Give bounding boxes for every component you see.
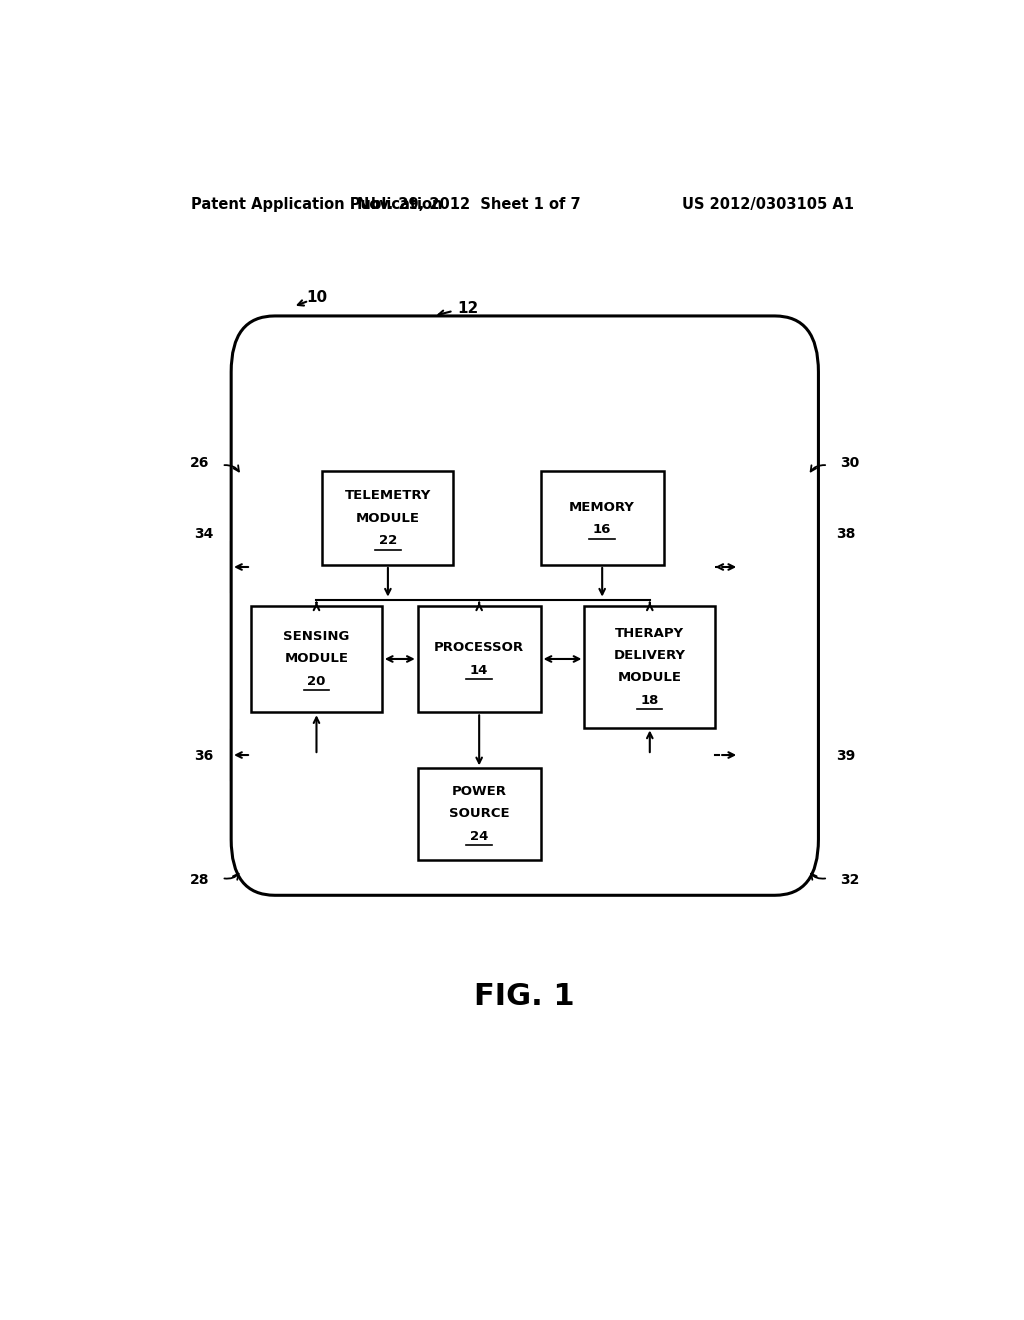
- FancyBboxPatch shape: [231, 315, 818, 895]
- Bar: [541, 471, 664, 565]
- Bar: [231, 730, 251, 780]
- Text: US 2012/0303105 A1: US 2012/0303105 A1: [682, 197, 854, 211]
- Bar: [231, 541, 251, 593]
- Text: 34: 34: [195, 528, 214, 541]
- Text: Nov. 29, 2012  Sheet 1 of 7: Nov. 29, 2012 Sheet 1 of 7: [357, 197, 581, 211]
- Bar: [323, 471, 454, 565]
- Text: SENSING: SENSING: [284, 630, 349, 643]
- Text: 16: 16: [593, 523, 611, 536]
- Text: 32: 32: [840, 873, 859, 887]
- Bar: [719, 541, 739, 593]
- Text: THERAPY: THERAPY: [615, 627, 684, 640]
- Text: MODULE: MODULE: [285, 652, 348, 665]
- Text: 36: 36: [195, 748, 214, 763]
- Text: 12: 12: [458, 301, 478, 317]
- Bar: [251, 606, 382, 713]
- Bar: [418, 606, 541, 713]
- Text: SOURCE: SOURCE: [449, 808, 510, 821]
- Text: TELEMETRY: TELEMETRY: [345, 490, 431, 503]
- Text: MODULE: MODULE: [356, 512, 420, 525]
- Text: 24: 24: [470, 830, 488, 843]
- Text: MEMORY: MEMORY: [569, 500, 635, 513]
- Text: 14: 14: [470, 664, 488, 677]
- Text: 38: 38: [836, 528, 855, 541]
- Text: FIG. 1: FIG. 1: [474, 982, 575, 1011]
- Text: Patent Application Publication: Patent Application Publication: [191, 197, 443, 211]
- Text: 39: 39: [836, 748, 855, 763]
- Text: 20: 20: [307, 675, 326, 688]
- Text: MODULE: MODULE: [617, 672, 682, 684]
- Text: POWER: POWER: [452, 785, 507, 799]
- Text: 26: 26: [190, 457, 210, 470]
- Text: 30: 30: [840, 457, 859, 470]
- Text: 22: 22: [379, 535, 397, 546]
- Bar: [418, 768, 541, 859]
- Text: 28: 28: [190, 873, 210, 887]
- Text: 18: 18: [641, 693, 659, 706]
- Text: 10: 10: [306, 290, 328, 305]
- Bar: [585, 606, 715, 727]
- Text: PROCESSOR: PROCESSOR: [434, 642, 524, 655]
- Bar: [719, 730, 739, 780]
- Text: DELIVERY: DELIVERY: [613, 649, 686, 661]
